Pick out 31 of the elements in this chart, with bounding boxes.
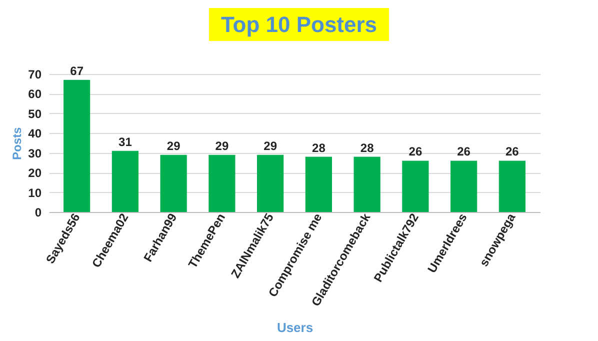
x-axis-title: Users <box>276 320 314 336</box>
bar <box>354 156 380 212</box>
data-label: 67 <box>70 64 84 78</box>
y-axis-title: Posts <box>10 126 24 160</box>
bar <box>402 160 429 212</box>
bar <box>305 156 332 212</box>
data-label: 29 <box>264 138 278 153</box>
bar <box>112 150 138 212</box>
data-label: 26 <box>457 144 471 159</box>
chart-title: Top 10 Posters <box>208 8 390 41</box>
data-label: 28 <box>312 140 326 155</box>
y-tick-label: 20 <box>28 166 42 180</box>
bar <box>160 154 187 212</box>
data-label: 28 <box>360 140 374 155</box>
data-label: 31 <box>118 134 132 149</box>
bar <box>208 154 236 212</box>
bar <box>450 160 478 212</box>
bar <box>64 80 90 212</box>
y-tick-label: 0 <box>34 206 42 220</box>
y-tick-label: 70 <box>28 68 42 82</box>
y-tick-label: 30 <box>28 146 42 160</box>
bar <box>498 160 526 212</box>
data-label: 29 <box>215 138 229 153</box>
bar <box>257 154 284 212</box>
data-label: 26 <box>408 144 422 159</box>
y-tick-label: 60 <box>28 87 42 102</box>
y-tick-label: 40 <box>28 126 42 141</box>
data-label: 26 <box>506 144 520 159</box>
y-tick-label: 50 <box>28 106 42 121</box>
y-tick-label: 10 <box>28 186 42 200</box>
data-label: 29 <box>166 138 181 153</box>
